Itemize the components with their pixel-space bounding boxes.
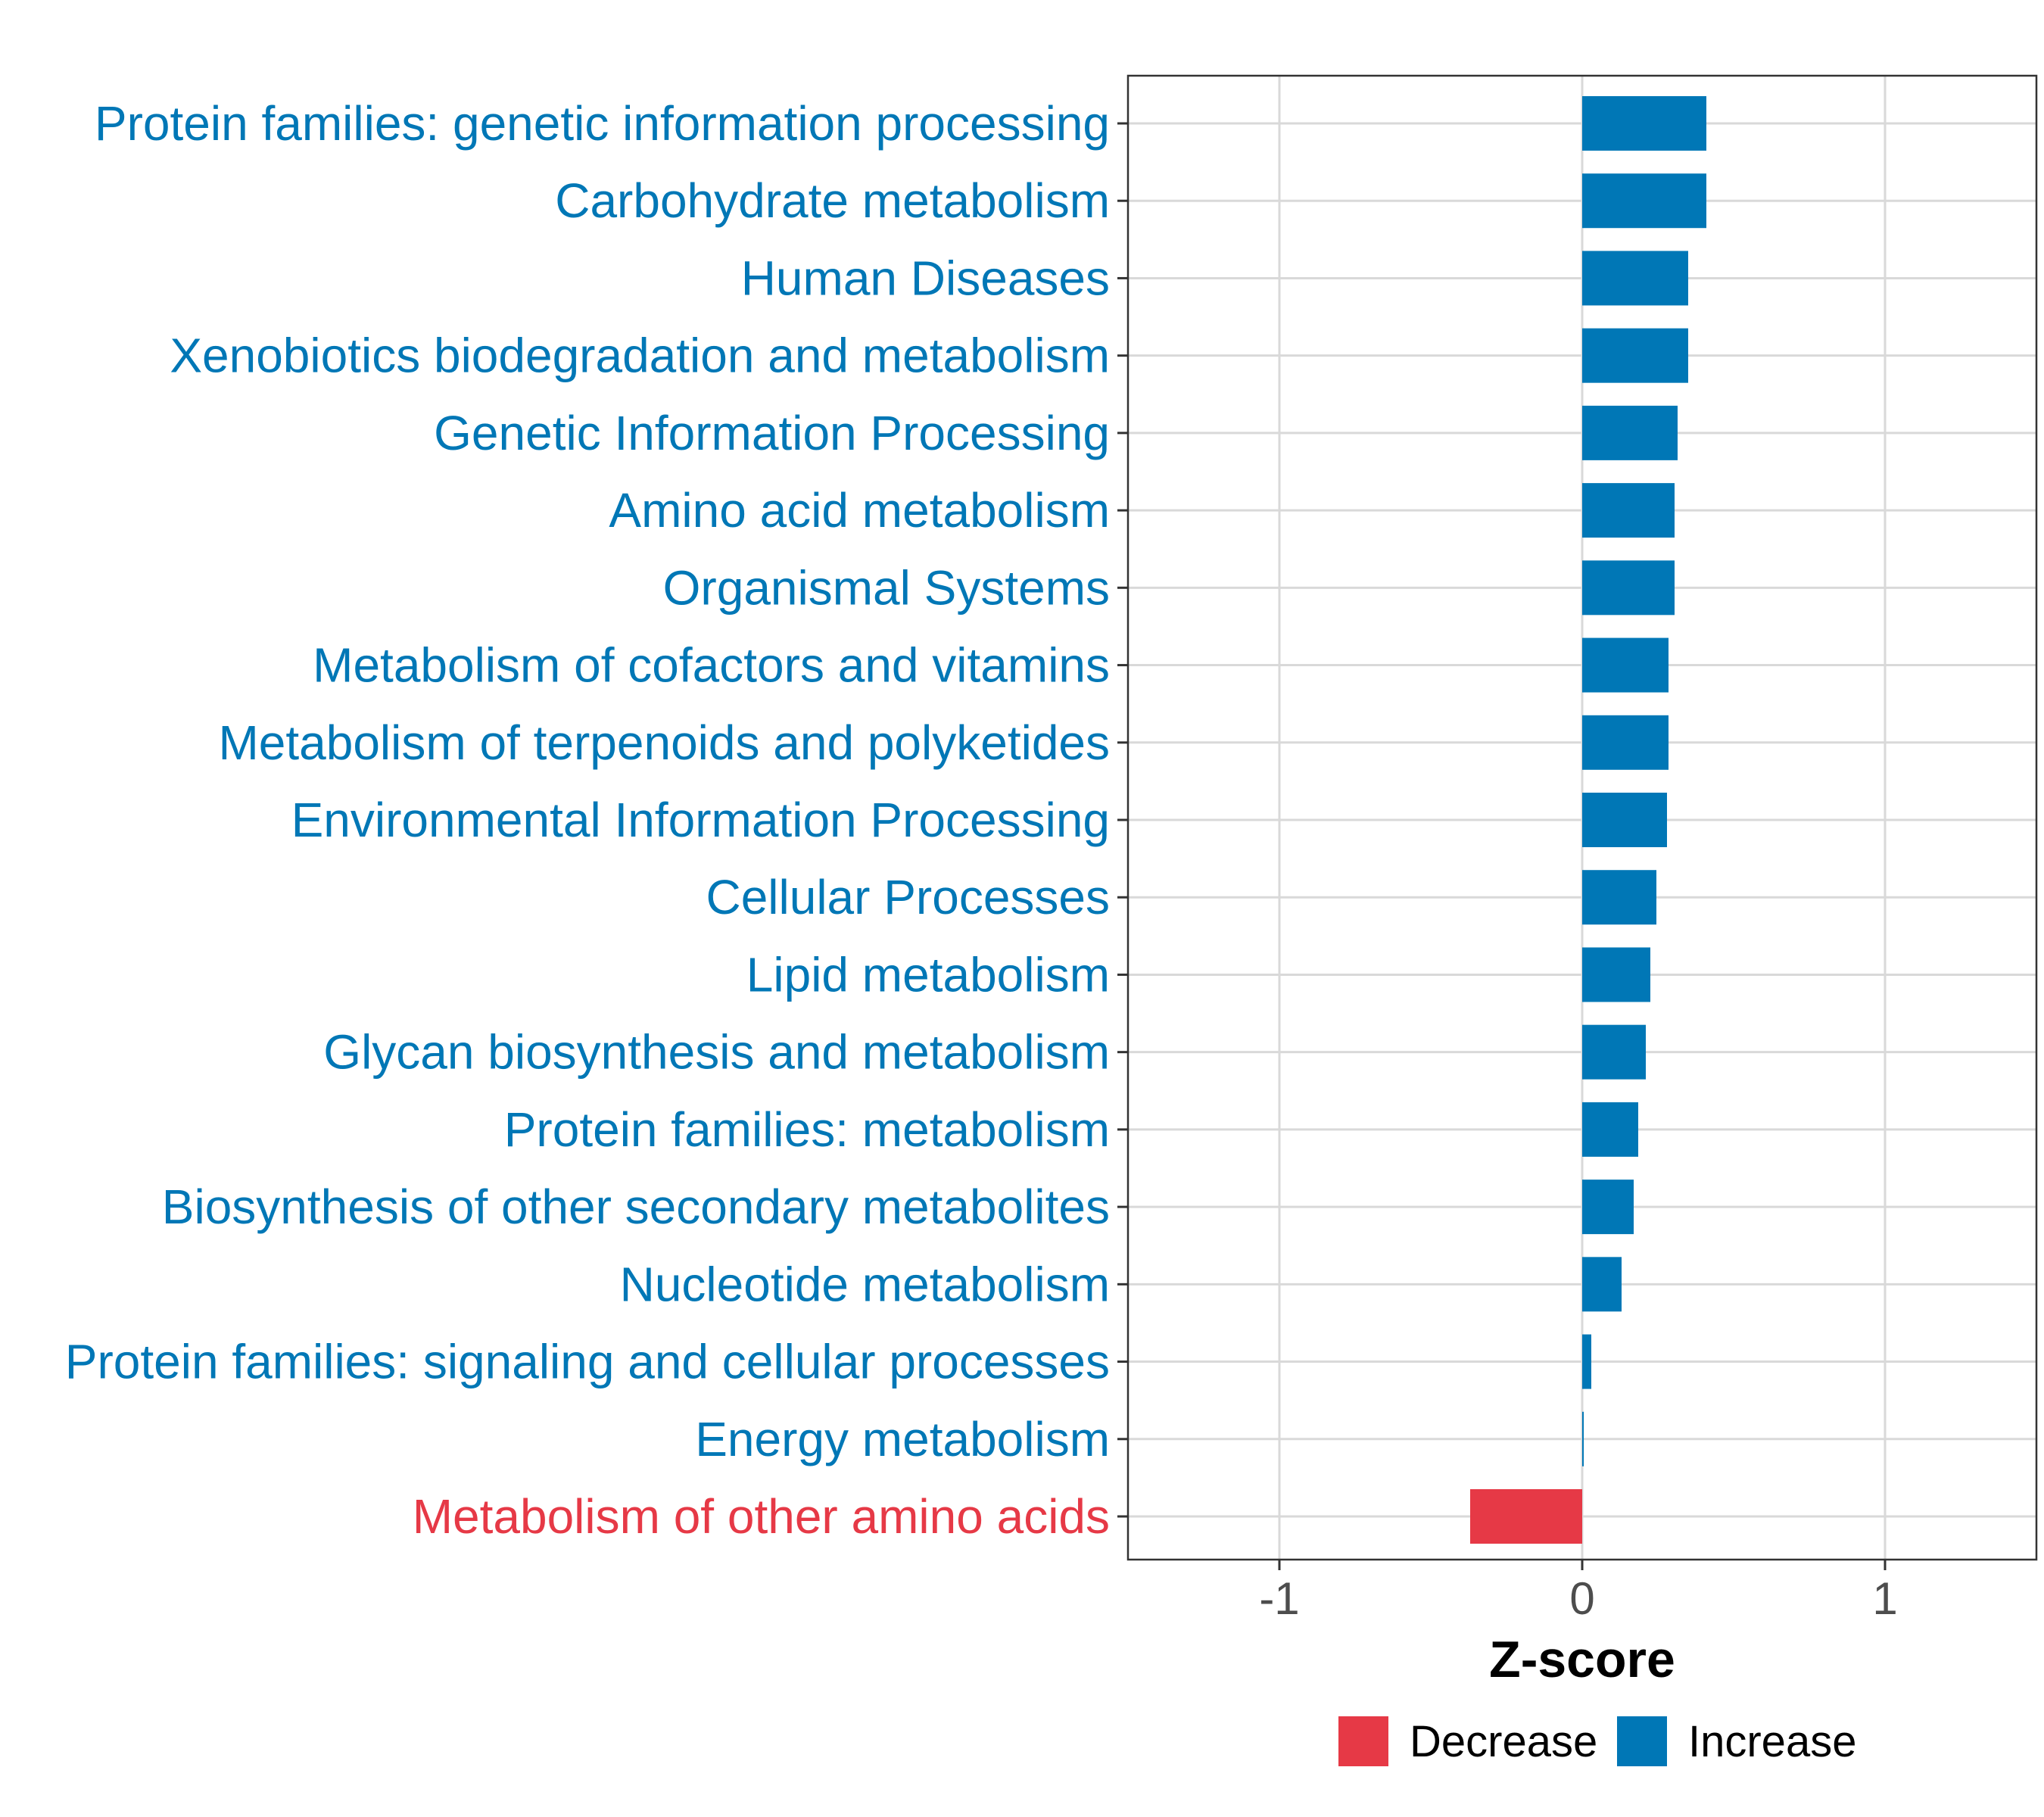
bar <box>1582 1411 1584 1466</box>
y-tick-label: Metabolism of other amino acids <box>413 1489 1110 1544</box>
x-ticks: -1 0 1 <box>1259 1560 1898 1624</box>
legend-label: Decrease <box>1410 1717 1597 1766</box>
bar <box>1582 1334 1591 1389</box>
x-axis-title: Z-score <box>1489 1631 1675 1688</box>
bar <box>1582 173 1706 229</box>
y-tick-label: Nucleotide metabolism <box>620 1257 1110 1311</box>
bar <box>1582 328 1688 383</box>
bar <box>1582 405 1678 460</box>
y-tick-label: Biosynthesis of other secondary metaboli… <box>162 1180 1110 1234</box>
y-tick-label: Protein families: signaling and cellular… <box>65 1335 1110 1389</box>
bar <box>1582 637 1669 693</box>
y-tick-label: Carbohydrate metabolism <box>555 173 1110 228</box>
y-tick-label: Protein families: genetic information pr… <box>95 96 1110 151</box>
y-tick-label: Cellular Processes <box>706 870 1110 924</box>
bars <box>1470 96 1706 1544</box>
bar <box>1582 483 1675 538</box>
y-tick-label: Energy metabolism <box>695 1412 1110 1466</box>
y-tick-label: Protein families: metabolism <box>504 1102 1110 1157</box>
y-tick-label: Amino acid metabolism <box>609 483 1110 538</box>
y-tick-label: Human Diseases <box>741 251 1110 305</box>
bar <box>1582 1180 1634 1235</box>
bar <box>1582 251 1688 306</box>
y-tick-label: Genetic Information Processing <box>434 406 1110 460</box>
x-tick-label: 0 <box>1569 1573 1594 1624</box>
y-tick-label: Organismal Systems <box>663 560 1110 615</box>
bar <box>1582 1024 1646 1080</box>
y-tick-label: Environmental Information Processing <box>291 793 1110 847</box>
bar <box>1582 793 1667 847</box>
bar <box>1582 870 1656 925</box>
y-tick-label: Metabolism of cofactors and vitamins <box>313 638 1110 693</box>
bar <box>1582 1102 1638 1157</box>
legend-key <box>1338 1716 1388 1766</box>
y-tick-label: Glycan biosynthesis and metabolism <box>323 1025 1110 1080</box>
y-ticks: Protein families: genetic information pr… <box>65 96 1128 1544</box>
x-tick-label: 1 <box>1872 1573 1897 1624</box>
bar <box>1582 947 1650 1002</box>
bar <box>1582 560 1675 616</box>
legend: Decrease Increase <box>1338 1716 1856 1766</box>
bar <box>1582 1257 1622 1312</box>
bar <box>1470 1489 1582 1544</box>
y-tick-label: Lipid metabolism <box>746 947 1110 1002</box>
x-tick-label: -1 <box>1259 1573 1299 1624</box>
bar <box>1582 715 1669 770</box>
legend-label: Increase <box>1688 1717 1856 1766</box>
bar <box>1582 96 1706 151</box>
legend-key <box>1617 1716 1667 1766</box>
y-tick-label: Xenobiotics biodegradation and metabolis… <box>170 329 1110 383</box>
y-tick-label: Metabolism of terpenoids and polyketides <box>218 715 1110 770</box>
